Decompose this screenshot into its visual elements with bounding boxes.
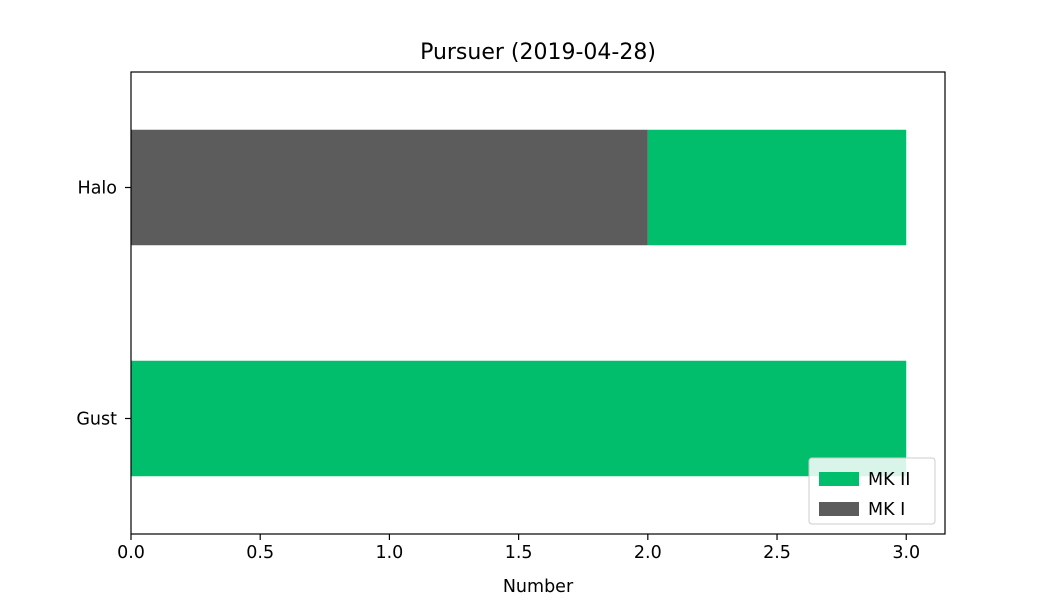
x-tick-label: 1.0 — [375, 543, 403, 563]
y-tick-label: Halo — [78, 179, 117, 199]
bar-halo-mk-i — [131, 129, 648, 246]
bars-group — [131, 129, 907, 477]
bar-gust-mk-ii — [131, 360, 907, 477]
x-tick-label: 2.5 — [763, 543, 791, 563]
legend-swatch — [819, 472, 859, 486]
x-tick-label: 3.0 — [892, 543, 920, 563]
x-tick-label: 0.5 — [246, 543, 274, 563]
x-tick-label: 1.5 — [505, 543, 533, 563]
legend-swatch — [819, 502, 859, 516]
y-axis: Gust Halo — [76, 179, 131, 430]
chart-title: Pursuer (2019-04-28) — [420, 40, 656, 65]
legend-label: MK I — [868, 500, 905, 520]
x-axis-label: Number — [503, 577, 574, 597]
legend-label: MK II — [868, 470, 910, 490]
plot-area-frame — [130, 71, 946, 535]
legend: MK II MK I — [808, 457, 936, 525]
bar-halo-mk-ii — [647, 129, 907, 246]
x-axis: 0.0 0.5 1.0 1.5 2.0 2.5 3.0 — [117, 534, 920, 563]
y-tick-label: Gust — [76, 410, 117, 430]
x-tick-label: 0.0 — [117, 543, 145, 563]
x-tick-label: 2.0 — [634, 543, 662, 563]
